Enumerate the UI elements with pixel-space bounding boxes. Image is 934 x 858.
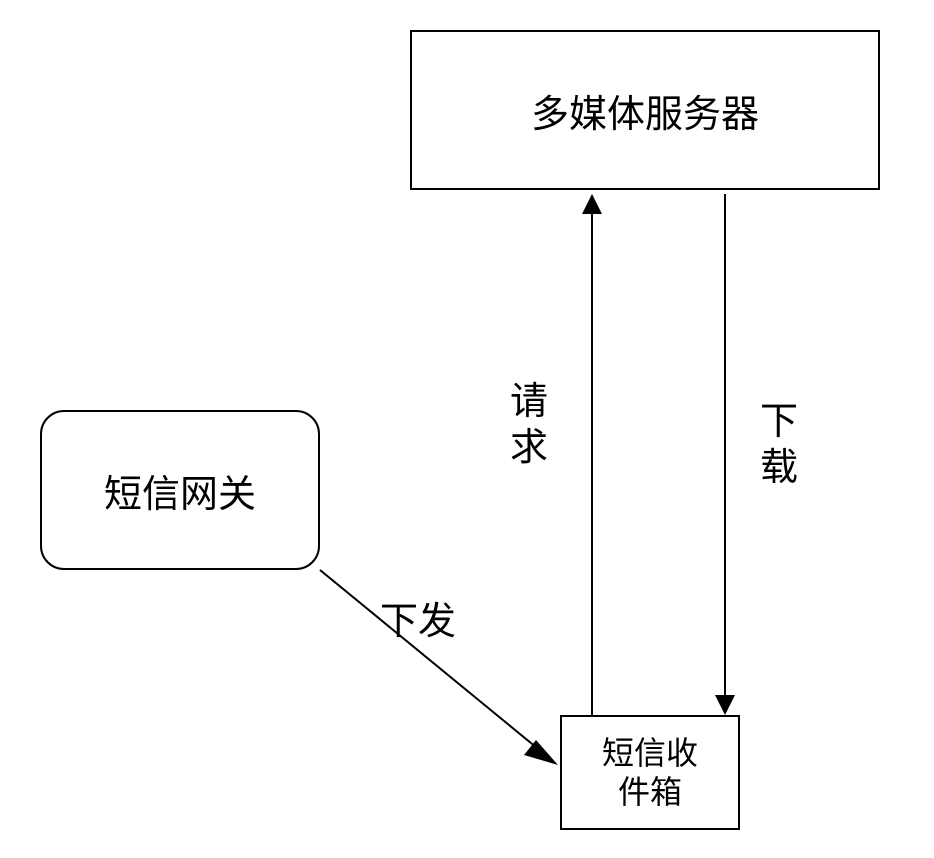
media-server-box: 多媒体服务器: [410, 30, 880, 190]
sms-inbox-box: 短信收 件箱: [560, 715, 740, 830]
download-label: 下 载: [760, 400, 798, 491]
download-label-line2: 载: [760, 447, 798, 489]
sms-inbox-label-wrapper: 短信收 件箱: [602, 734, 698, 811]
send-down-label-text: 下发: [380, 601, 456, 643]
request-label-line2: 求: [510, 427, 548, 469]
media-server-label: 多媒体服务器: [531, 83, 759, 138]
request-label: 请 求: [510, 380, 548, 471]
sms-gateway-box: 短信网关: [40, 410, 320, 570]
send-down-label: 下发: [380, 600, 456, 646]
sms-inbox-label-line1: 短信收: [602, 735, 698, 771]
sms-inbox-label-line2: 件箱: [618, 774, 682, 810]
sms-gateway-label: 短信网关: [104, 463, 256, 518]
request-label-line1: 请: [510, 381, 548, 423]
download-label-line1: 下: [760, 401, 798, 443]
